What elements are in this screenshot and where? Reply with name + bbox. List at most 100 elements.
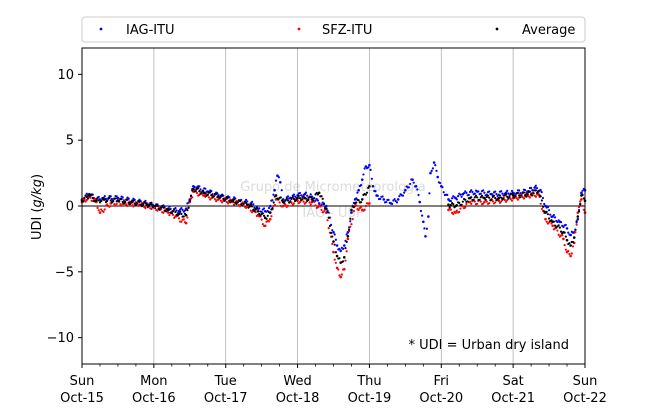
data-point [198, 190, 201, 193]
data-point [562, 237, 565, 241]
data-point [495, 192, 498, 196]
data-point [122, 202, 126, 205]
data-point [429, 171, 432, 175]
data-point [544, 217, 547, 221]
data-point [97, 209, 100, 212]
data-point [170, 212, 173, 215]
data-point [363, 208, 366, 211]
data-point [249, 203, 252, 206]
data-point [312, 199, 315, 202]
data-point [520, 194, 523, 197]
data-point [186, 216, 189, 219]
data-point [491, 200, 494, 203]
data-point [568, 252, 571, 256]
data-point [304, 191, 308, 194]
data-point [127, 201, 130, 204]
data-point [207, 196, 211, 199]
data-point [114, 204, 117, 207]
data-point [350, 208, 353, 212]
data-point [470, 189, 473, 192]
x-tick-day: Thu [356, 374, 381, 389]
data-point [326, 211, 329, 214]
data-point [574, 231, 577, 234]
data-point [119, 203, 122, 206]
data-point [286, 199, 290, 202]
data-point [184, 213, 188, 217]
data-point [253, 210, 256, 213]
data-point [568, 242, 571, 245]
data-point [349, 225, 352, 228]
data-point [502, 197, 505, 200]
annotation-text: * UDI = Urban dry island [409, 338, 569, 353]
data-point [83, 196, 86, 199]
data-point [292, 197, 296, 201]
legend-label-sfz-itu: SFZ-ITU [322, 23, 372, 38]
data-point [470, 196, 473, 199]
data-point [370, 177, 373, 180]
data-point [556, 229, 559, 232]
data-point [309, 203, 312, 206]
data-point [244, 198, 248, 201]
data-point [153, 204, 157, 208]
data-point [261, 222, 264, 226]
data-point [279, 181, 282, 184]
data-point [506, 189, 509, 192]
y-tick-label: −10 [47, 331, 74, 346]
data-point [292, 202, 296, 205]
y-axis-label: UDI (g/kg) [30, 174, 45, 240]
y-tick-label: −5 [55, 265, 74, 280]
data-point [304, 201, 308, 204]
data-point [263, 224, 267, 228]
data-point [255, 207, 258, 210]
data-point [317, 191, 321, 195]
data-point [461, 200, 464, 203]
data-point [500, 190, 503, 193]
data-point [438, 181, 442, 185]
data-point [320, 203, 323, 206]
data-point [308, 201, 311, 204]
data-point [522, 191, 526, 194]
data-point [330, 231, 333, 235]
data-point [181, 208, 184, 212]
data-point [250, 205, 254, 208]
data-point [511, 194, 515, 197]
data-point [95, 199, 98, 203]
data-point [344, 247, 347, 250]
data-point [116, 196, 120, 200]
data-point [238, 205, 242, 208]
data-point [285, 197, 288, 200]
data-point [449, 208, 452, 211]
data-point [483, 200, 486, 204]
data-point [355, 201, 358, 204]
data-point [316, 206, 320, 209]
data-point [180, 220, 183, 223]
data-point [322, 203, 326, 206]
data-point [114, 197, 117, 200]
data-point [236, 201, 239, 204]
y-tick-label: 10 [57, 68, 74, 83]
data-point [468, 190, 472, 193]
data-point [479, 200, 482, 203]
data-point [483, 191, 486, 194]
data-point [510, 189, 514, 193]
x-tick-day: Sat [502, 374, 523, 389]
data-point [540, 207, 543, 211]
data-point [126, 198, 129, 201]
data-point [339, 275, 342, 279]
data-point [277, 176, 280, 179]
data-point [363, 167, 366, 170]
legend-entry-iag-itu: IAG-ITU [99, 23, 175, 38]
data-point [192, 187, 195, 191]
legend-marker-average [495, 27, 499, 31]
data-point [571, 240, 575, 244]
data-point [168, 205, 171, 208]
data-point [204, 192, 207, 195]
x-tick-date: Oct-19 [348, 391, 392, 406]
data-point [307, 198, 310, 202]
data-point [296, 196, 299, 200]
data-point [225, 200, 229, 204]
data-point [294, 195, 297, 198]
data-point [364, 193, 367, 196]
data-point [506, 199, 509, 202]
data-point [581, 189, 584, 192]
